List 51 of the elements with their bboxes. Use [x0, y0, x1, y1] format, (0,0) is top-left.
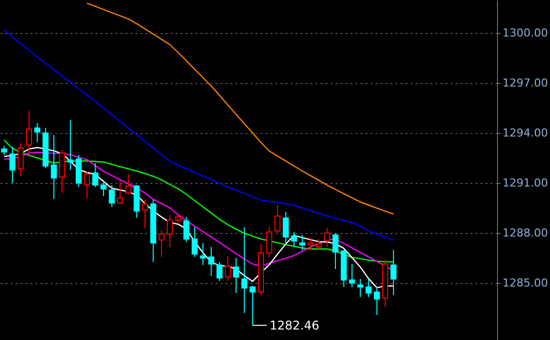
candlestick — [332, 232, 338, 270]
y-tick-label: 1297.00 — [502, 76, 548, 90]
candlestick — [200, 242, 206, 266]
candlestick — [158, 230, 165, 258]
candlestick — [166, 214, 173, 248]
candlestick — [374, 286, 380, 316]
candlestick — [349, 264, 356, 288]
candlestick — [192, 226, 198, 258]
candlestick — [233, 258, 240, 294]
candlestick — [316, 238, 322, 250]
y-tick-label: 1285.00 — [502, 276, 548, 290]
candlestick — [117, 180, 124, 204]
candlestick — [250, 286, 256, 326]
candlestick — [308, 238, 314, 250]
candlestick — [208, 246, 214, 276]
y-tick-label: 1288.00 — [502, 226, 548, 240]
candlestick — [92, 162, 98, 188]
candlestick — [142, 200, 148, 228]
line-series — [4, 139, 394, 263]
candlestick — [324, 228, 330, 248]
candlestick — [18, 142, 24, 176]
annotation: 1282.46 — [270, 318, 320, 332]
candlestick — [299, 234, 306, 250]
y-tick-label: 1291.00 — [502, 176, 548, 190]
candlestick — [390, 250, 396, 296]
candlestick — [357, 278, 364, 298]
line-series — [4, 30, 394, 241]
candlestick — [76, 154, 82, 188]
candlestick — [59, 150, 66, 194]
candlestick — [274, 204, 280, 234]
candlestick — [67, 120, 74, 170]
candlestick — [266, 226, 272, 258]
line-series — [4, 146, 394, 288]
candlestick — [224, 256, 231, 282]
candlestick — [183, 216, 190, 242]
candlestick — [366, 278, 372, 298]
candlestick — [9, 146, 16, 184]
candlestick — [50, 134, 57, 200]
candlestick — [26, 110, 32, 156]
candlestick — [34, 122, 40, 142]
candlestick — [125, 174, 132, 194]
candlestick — [282, 212, 289, 244]
candlestick — [241, 226, 248, 314]
candlestick — [216, 262, 223, 282]
y-tick-label: 1300.00 — [502, 26, 548, 40]
candlestick — [84, 172, 90, 198]
candlestick — [108, 184, 115, 208]
line-series — [86, 2, 394, 215]
y-tick-label: 1294.00 — [502, 126, 548, 140]
candlestick — [100, 180, 107, 196]
candlestick — [291, 232, 298, 248]
